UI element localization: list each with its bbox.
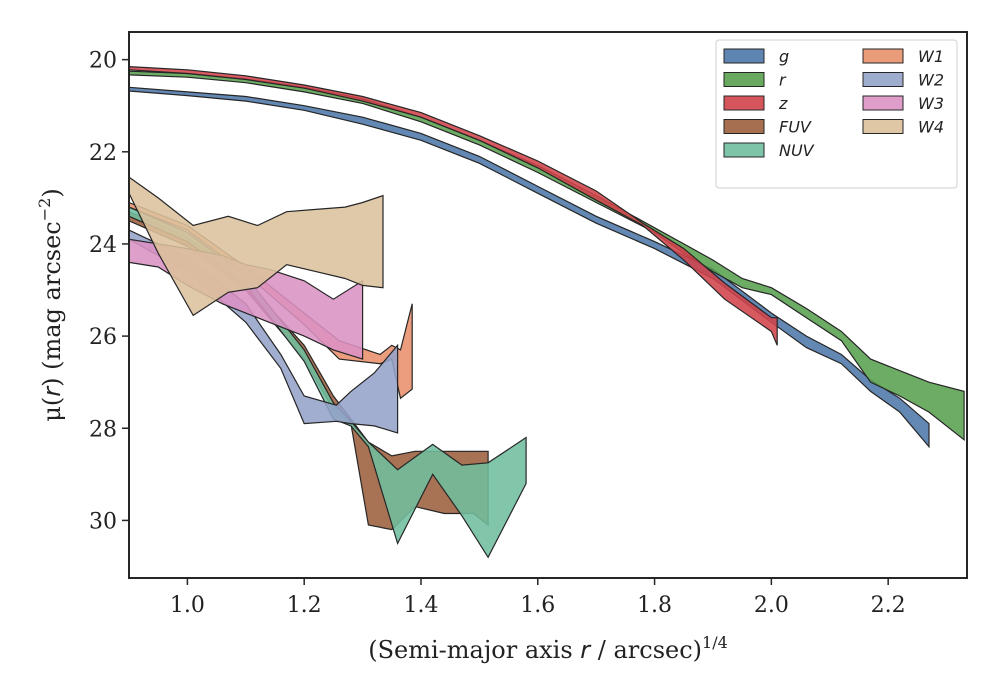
band-z: [129, 65, 778, 346]
band-w4: [129, 176, 384, 317]
x-tick-label: 1.0: [170, 593, 205, 618]
legend-swatch-fuv: [723, 119, 765, 134]
legend-swatch-w3: [862, 95, 904, 111]
y-axis-label: μ(r) (mag arcsec−2): [35, 188, 66, 421]
y-axis-label-mu: μ(: [38, 397, 66, 422]
y-axis-label-exponent: −2: [35, 198, 54, 222]
legend-label-g: g: [779, 47, 789, 66]
legend-label-r: r: [779, 71, 787, 90]
legend-swatch-w1: [862, 48, 904, 64]
plot-frame: [128, 31, 968, 579]
legend-label-fuv: FUV: [779, 118, 812, 137]
band-nuv: [129, 206, 527, 559]
legend-label-w1: W1: [918, 47, 944, 66]
legend-label-w4: W4: [918, 118, 944, 137]
legend-swatch-z: [723, 95, 765, 111]
y-tick-label: 24: [89, 233, 117, 258]
x-axis-label-var: r: [580, 636, 592, 664]
data-bands: [129, 65, 965, 559]
legend-swatch-g: [723, 48, 765, 64]
x-axis-label: (Semi-major axis r / arcsec)1/4: [368, 633, 728, 664]
legend-label-w3: W3: [918, 94, 944, 113]
legend-swatch-w4: [862, 119, 904, 134]
legend-label-z: z: [778, 94, 788, 113]
y-tick-label: 26: [89, 325, 117, 350]
x-tick-label: 1.8: [637, 593, 672, 618]
y-axis-label-mid: ) (mag arcsec: [38, 221, 66, 387]
band-w2: [129, 229, 399, 434]
y-tick-label: 28: [89, 417, 117, 442]
x-axis-label-exponent: 1/4: [702, 633, 728, 652]
legend-label-w2: W2: [918, 71, 944, 90]
legend-label-nuv: NUV: [779, 141, 815, 160]
legend: grz FUV NUV W1 W2 W3 W4: [715, 39, 958, 189]
x-tick-label: 1.4: [403, 593, 438, 618]
x-tick-label: 1.2: [287, 593, 322, 618]
band-g: [129, 86, 930, 449]
legend-swatch-r: [723, 72, 765, 87]
x-axis-label-suffix: / arcsec): [590, 636, 702, 664]
y-tick-label: 22: [89, 141, 117, 166]
y-tick-label: 30: [89, 509, 117, 534]
x-axis-label-prefix: (Semi-major axis: [368, 636, 580, 664]
y-axis-label-var: r: [38, 385, 66, 397]
legend-swatch-nuv: [723, 142, 765, 158]
x-tick-label: 1.6: [520, 593, 555, 618]
y-axis-ticks: 20 22 24 26 28 30: [89, 49, 129, 534]
y-axis-label-close: ): [38, 188, 66, 197]
x-tick-label: 2.0: [754, 593, 789, 618]
y-tick-label: 20: [89, 49, 117, 74]
x-axis-ticks: 1.0 1.2 1.4 1.6 1.8 2.0 2.2: [170, 578, 906, 618]
legend-swatch-w2: [862, 72, 904, 87]
x-tick-label: 2.2: [871, 593, 906, 618]
